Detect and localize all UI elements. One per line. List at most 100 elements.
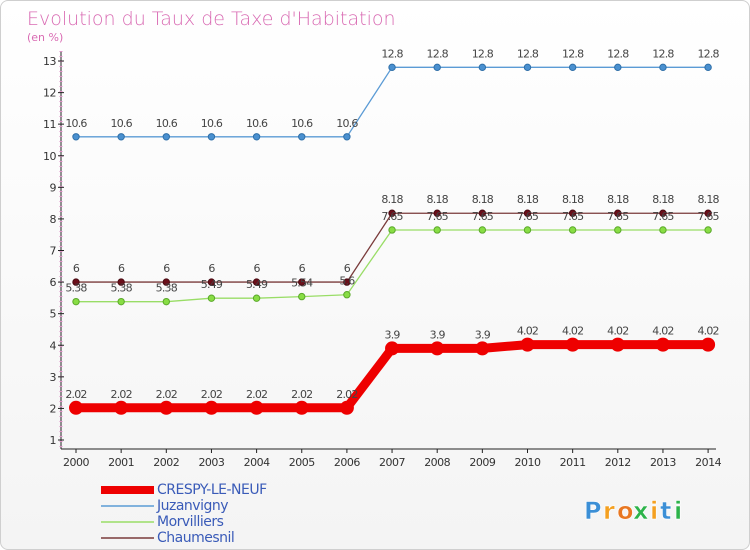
data-point-morvilliers xyxy=(659,226,667,234)
data-point-juzanvigny xyxy=(568,63,577,72)
series-line-chaumesnil xyxy=(76,212,709,283)
logo-letter: t xyxy=(660,497,671,525)
x-tick-label: 2014 xyxy=(695,456,721,469)
data-point-morvilliers xyxy=(207,294,216,302)
data-point-juzanvigny xyxy=(117,133,125,141)
y-tick-label: 7 xyxy=(50,245,57,258)
y-tick-label: 1 xyxy=(50,434,57,447)
data-point-chaumesnil xyxy=(523,209,532,217)
data-label-morvilliers: 7.65 xyxy=(427,210,449,223)
data-label-crespy-le-neuf: 3.9 xyxy=(385,328,401,341)
data-label-chaumesnil: 6 xyxy=(344,262,351,275)
y-tick-label: 13 xyxy=(43,55,56,68)
data-label-chaumesnil: 6 xyxy=(118,262,125,275)
data-labels: 10.6 10.6 10.6 10.6 10.6 10.6 10.6 12.8 12.8 12.8… xyxy=(65,47,720,401)
data-label-juzanvigny: 10.6 xyxy=(65,117,87,130)
data-point-chaumesnil xyxy=(659,209,667,217)
data-label-crespy-le-neuf: 4.02 xyxy=(517,325,538,338)
data-label-crespy-le-neuf: 3.9 xyxy=(475,328,491,341)
data-label-crespy-le-neuf: 2.02 xyxy=(246,388,267,401)
chart-subtitle: (en %) xyxy=(27,31,63,44)
logo-letter: x xyxy=(633,497,649,525)
y-tick-label: 3 xyxy=(50,371,57,384)
data-label-crespy-le-neuf: 2.02 xyxy=(111,388,132,401)
x-tick-label: 2012 xyxy=(605,456,631,469)
data-label-chaumesnil: 6 xyxy=(299,262,306,275)
data-label-morvilliers: 7.65 xyxy=(697,210,719,223)
data-point-morvilliers xyxy=(72,297,80,306)
data-point-crespy-le-neuf xyxy=(701,337,716,352)
data-label-morvilliers: 5.38 xyxy=(65,282,87,295)
data-point-morvilliers xyxy=(343,291,351,299)
data-point-morvilliers xyxy=(704,226,712,234)
data-label-morvilliers: 7.65 xyxy=(472,210,494,223)
data-label-crespy-le-neuf: 2.02 xyxy=(201,388,222,401)
logo-letter: i xyxy=(674,497,682,525)
data-point-morvilliers xyxy=(523,226,532,234)
y-tick-label: 11 xyxy=(43,118,56,131)
data-label-morvilliers: 5.38 xyxy=(111,282,133,295)
data-label-chaumesnil: 8.18 xyxy=(697,193,719,206)
data-label-crespy-le-neuf: 2.02 xyxy=(336,388,357,401)
data-label-morvilliers: 7.65 xyxy=(562,210,584,223)
data-point-juzanvigny xyxy=(523,63,532,72)
data-label-crespy-le-neuf: 2.02 xyxy=(156,388,177,401)
x-tick-label: 2013 xyxy=(650,456,676,469)
data-point-juzanvigny xyxy=(704,63,712,72)
data-label-juzanvigny: 12.8 xyxy=(381,47,403,60)
data-label-juzanvigny: 12.8 xyxy=(427,47,449,60)
legend-label-morvilliers: Morvilliers xyxy=(157,514,224,530)
data-point-morvilliers xyxy=(614,226,622,234)
data-label-crespy-le-neuf: 4.02 xyxy=(697,325,718,338)
data-point-juzanvigny xyxy=(298,133,306,141)
logo-letter: o xyxy=(617,497,634,525)
data-label-morvilliers: 5.49 xyxy=(246,278,268,291)
data-label-crespy-le-neuf: 2.02 xyxy=(291,388,312,401)
data-point-morvilliers xyxy=(478,226,487,234)
data-label-morvilliers: 5.38 xyxy=(156,282,178,295)
data-point-crespy-le-neuf xyxy=(610,337,625,352)
data-label-morvilliers: 5.49 xyxy=(201,278,223,291)
data-point-juzanvigny xyxy=(207,133,216,141)
legend-label-chaumesnil: Chaumesnil xyxy=(157,530,234,546)
data-point-chaumesnil xyxy=(162,278,171,286)
data-point-chaumesnil xyxy=(568,209,577,217)
data-point-crespy-le-neuf xyxy=(520,337,535,352)
data-point-morvilliers xyxy=(162,297,171,306)
x-tick-label: 2000 xyxy=(63,456,89,469)
data-label-chaumesnil: 6 xyxy=(208,262,215,275)
data-point-juzanvigny xyxy=(252,133,261,141)
data-label-morvilliers: 5.54 xyxy=(291,277,313,290)
data-point-juzanvigny xyxy=(433,63,441,72)
data-point-crespy-le-neuf xyxy=(475,341,490,356)
data-point-juzanvigny xyxy=(478,63,487,72)
data-label-chaumesnil: 8.18 xyxy=(517,193,539,206)
x-tick-label: 2009 xyxy=(469,456,495,469)
data-point-chaumesnil xyxy=(207,278,216,286)
y-tick-label: 12 xyxy=(43,87,56,100)
data-point-morvilliers xyxy=(252,294,261,302)
data-point-chaumesnil xyxy=(388,209,396,217)
data-point-crespy-le-neuf xyxy=(159,400,174,415)
x-tick-label: 2010 xyxy=(515,456,541,469)
x-tick-label: 2008 xyxy=(424,456,450,469)
data-label-juzanvigny: 10.6 xyxy=(336,117,358,130)
legend-label-juzanvigny: Juzanvigny xyxy=(156,498,228,514)
data-label-juzanvigny: 12.8 xyxy=(697,47,719,60)
series-layer xyxy=(69,63,716,415)
data-point-juzanvigny xyxy=(72,133,80,141)
x-tick-label: 2006 xyxy=(334,456,360,469)
data-point-morvilliers xyxy=(433,226,441,234)
y-tick-label: 9 xyxy=(50,181,57,194)
data-label-juzanvigny: 10.6 xyxy=(291,117,313,130)
data-label-morvilliers: 7.65 xyxy=(652,210,674,223)
data-point-crespy-le-neuf xyxy=(204,400,219,415)
data-point-crespy-le-neuf xyxy=(655,337,670,352)
y-tick-label: 4 xyxy=(50,339,57,352)
data-label-crespy-le-neuf: 4.02 xyxy=(562,325,583,338)
data-label-morvilliers: 7.65 xyxy=(381,210,403,223)
y-tick-label: 2 xyxy=(50,402,57,415)
